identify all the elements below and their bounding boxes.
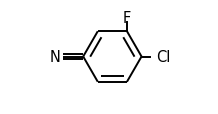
Text: F: F bbox=[123, 11, 131, 26]
Text: Cl: Cl bbox=[156, 50, 170, 64]
Text: N: N bbox=[49, 50, 60, 64]
